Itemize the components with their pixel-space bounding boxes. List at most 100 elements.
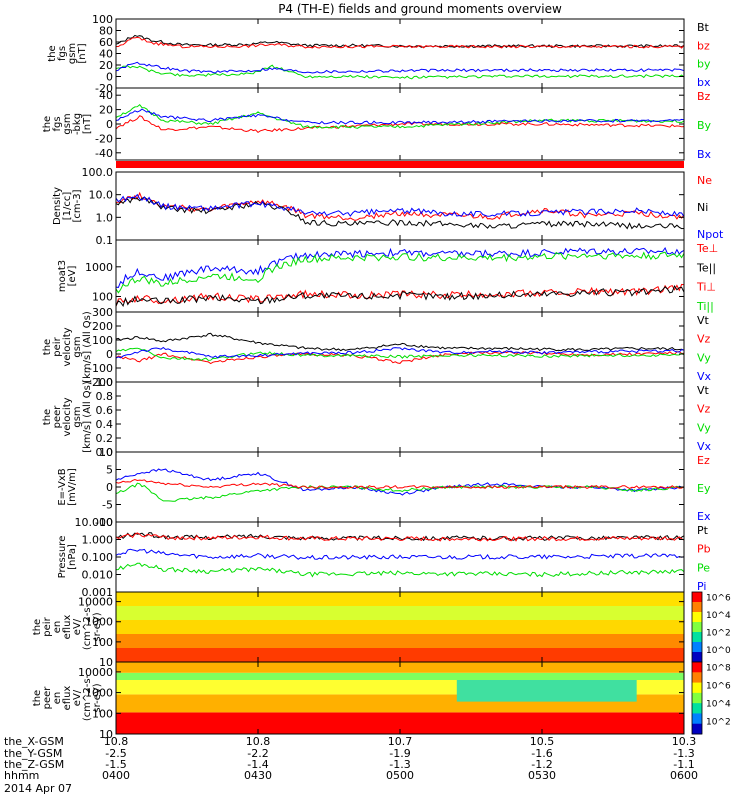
series-Ni: [115, 196, 685, 230]
panel-peer-velocity-panel: 0.00.20.40.60.81.0thepeervelocitygsm[km/…: [42, 376, 712, 459]
y-axis-label-line: [km/s] (All Qs): [82, 381, 93, 453]
y-axis-label-line: sr-eV): [92, 683, 103, 712]
y-tick-label: 1.0: [96, 376, 114, 389]
series-Pi: [115, 548, 685, 560]
colorbar-segment: [692, 682, 702, 694]
y-tick-label: -20: [95, 82, 113, 95]
legend-Ti⊥: Ti⊥: [696, 281, 716, 294]
colorbar-tick-label: 10^6: [706, 681, 731, 691]
panels-group: -20020406080100thefgsgsm[nT]Btbzbybx-40-…: [32, 13, 731, 741]
x-tick-label: 0600: [670, 769, 698, 782]
colorbar-tick-label: 10^6: [706, 593, 731, 603]
series-by: [115, 64, 685, 80]
colorbar-segment: [692, 692, 702, 704]
y-tick-label: 0.010: [82, 569, 114, 582]
y-tick-label: 0.4: [96, 418, 114, 431]
y-tick-label: 300: [92, 306, 113, 319]
y-axis-label: thepeerenefluxeV/(cm^2-s-sr-eV): [32, 674, 103, 721]
y-axis-label-line: velocity: [62, 397, 73, 436]
y-axis-label-line: -bkg: [72, 113, 83, 135]
colorbar-tick-label: 10^2: [706, 628, 731, 638]
legend-Vt: Vt: [697, 384, 710, 397]
y-tick-label: 40: [99, 48, 113, 61]
series-Ez: [115, 478, 685, 489]
panel-density-panel: 0.1 1.0 10.0 100.0 Density[1/cc][cm-3] Ne Ni Np…: [52, 166, 724, 247]
legend-Ne: Ne: [697, 174, 712, 187]
legend-Npot: Npot: [697, 228, 724, 241]
spectrogram-band: [116, 672, 684, 680]
panel-frame: [115, 521, 685, 593]
x-row-label: the_X-GSM: [4, 735, 64, 748]
legend-Ey: Ey: [697, 482, 711, 495]
colorbar-tick-label: 10^0: [706, 646, 731, 656]
y-axis-label-line: gsm: [72, 406, 83, 427]
x-tick-label: 10.8: [246, 735, 271, 748]
legend-Te⊥: Te⊥: [696, 242, 718, 255]
legend-Ni: Ni: [697, 201, 708, 214]
panel-efield-panel: -10 -5 0 5 10 E=-VxB[mV/m] Ez Ey Ex: [57, 446, 711, 529]
series-bz: [116, 36, 685, 49]
legend-Bt: Bt: [697, 21, 710, 34]
series-Ti_par: [115, 251, 685, 294]
legend-Ez: Ez: [697, 454, 710, 467]
y-axis-label-line: [1/cc]: [62, 192, 73, 221]
series-Ti_perp: [115, 246, 685, 288]
series-Te_par: [115, 285, 685, 308]
series-Vy: [115, 347, 685, 361]
y-axis-label-line: the: [32, 690, 43, 706]
colorbar-segment: [692, 672, 702, 684]
colorbar-tick-label: 10^4: [706, 699, 731, 709]
series-Pe: [115, 562, 685, 578]
x-row-label: the_Y-GSM: [4, 747, 62, 760]
y-tick-label: -10: [95, 516, 113, 529]
spectrogram-feature: [456, 680, 637, 702]
y-axis-label-line: Density: [52, 187, 63, 225]
y-tick-label: -40: [95, 147, 113, 160]
y-axis-label-line: [nT]: [77, 43, 88, 63]
colorbar-tick-label: 10^8: [706, 663, 731, 673]
legend-Ex: Ex: [697, 510, 711, 523]
y-tick-label: 1.000: [82, 534, 114, 547]
x-tick-label: -1.5: [105, 758, 126, 771]
x-tick-label: -1.3: [673, 747, 694, 760]
y-tick-label: 0.1: [96, 234, 114, 247]
panel-peer-eflux-spectrogram: 10^210^410^610^810100100010000thepeerene…: [32, 661, 731, 741]
colorbar-segment: [692, 612, 702, 623]
y-tick-label: 100: [92, 707, 113, 720]
legend-Pt: Pt: [697, 524, 709, 537]
x-row-label: 2014 Apr 07: [4, 782, 72, 795]
legend-Vx: Vx: [697, 370, 712, 383]
panel-pressure-panel: 0.0010.0100.1001.00010.000Pressure[nPa]P…: [57, 516, 711, 599]
y-axis-label: Pressure[nPa]: [57, 536, 78, 579]
series-Bx: [115, 108, 685, 125]
y-axis-label-line: fgs: [52, 116, 63, 131]
y-axis-label-line: eV/: [72, 618, 83, 635]
y-tick-label: 10: [99, 656, 113, 669]
legend-By: By: [697, 119, 712, 132]
series-bx: [115, 61, 685, 74]
x-tick-label: -2.5: [105, 747, 126, 760]
y-axis-label: E=-VxB[mV/m]: [57, 468, 78, 506]
y-tick-label: -5: [102, 499, 113, 512]
y-tick-label: 200: [92, 320, 113, 333]
colorbar-segment: [692, 662, 702, 673]
y-axis-label-line: peer: [42, 686, 53, 710]
x-tick-label: -1.9: [389, 747, 410, 760]
y-tick-label: 0: [106, 71, 113, 84]
y-tick-label: -200: [88, 376, 113, 389]
y-tick-label: 1000: [85, 261, 113, 274]
series-Te_perp: [115, 283, 685, 307]
colorbar-segment: [692, 713, 702, 725]
colorbar-segment: [692, 592, 702, 603]
x-tick-label: 0530: [528, 769, 556, 782]
colorbar-segment: [692, 642, 702, 653]
y-tick-label: 20: [99, 104, 113, 117]
legend-Bx: Bx: [697, 148, 712, 161]
separator-band: [116, 161, 684, 168]
colorbar-segment: [692, 723, 702, 735]
y-axis-label-line: Pressure: [57, 536, 68, 579]
y-tick-label: 0: [106, 481, 113, 494]
